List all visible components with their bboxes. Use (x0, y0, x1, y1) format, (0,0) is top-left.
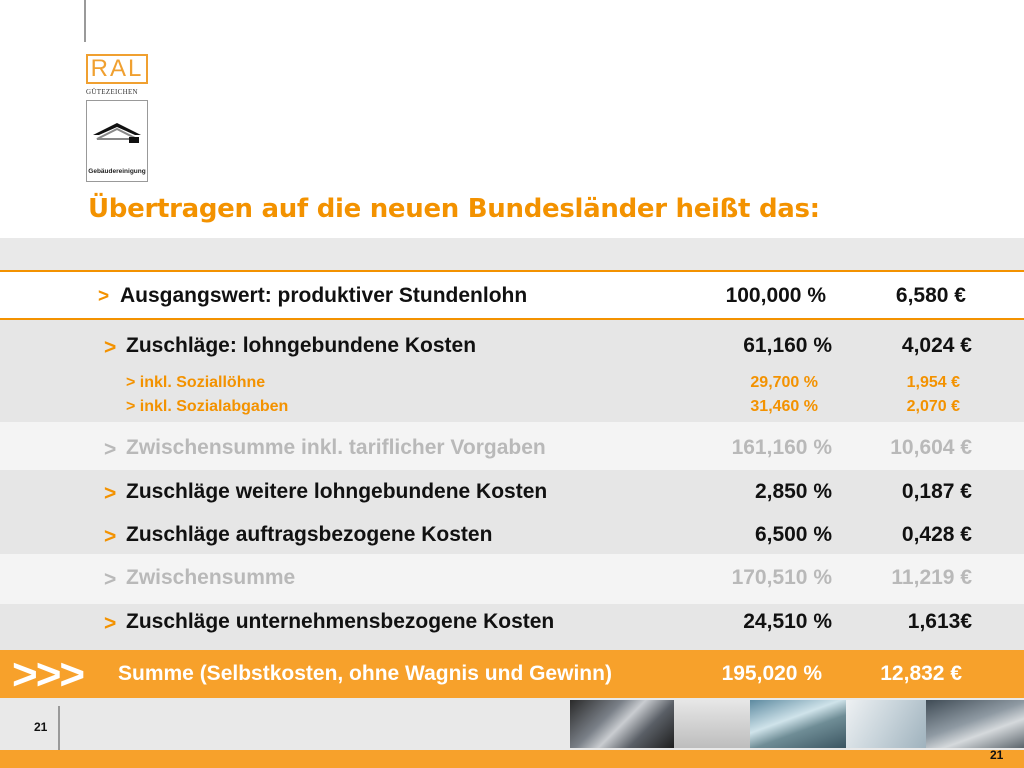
photo-glass-building (750, 700, 846, 748)
row-percent: 161,160 % (731, 436, 832, 459)
page-title: Übertragen auf die neuen Bundesländer he… (88, 194, 820, 224)
table-row-subtotal: > Zwischensumme inkl. tariflicher Vorgab… (0, 436, 1024, 472)
band-row-3 (0, 422, 1024, 470)
subrow-euro: 1,954 € (906, 374, 960, 391)
row-label: Zuschläge: lohngebundene Kosten (126, 334, 477, 357)
total-arrows: >>> (12, 650, 85, 699)
subrow-label: > inkl. Sozialabgaben (126, 398, 289, 415)
subrow-euro: 2,070 € (906, 398, 960, 415)
ral-brand: RAL (86, 54, 148, 84)
row-arrow: > (104, 336, 117, 359)
band-row-6 (0, 604, 1024, 650)
accent-line-2 (0, 318, 1024, 320)
row-euro: 6,580 € (895, 284, 966, 307)
subrow-label: > inkl. Soziallöhne (126, 374, 266, 391)
roof-icon (93, 123, 141, 143)
row-percent: 100,000 % (725, 284, 826, 307)
photo-water (846, 700, 926, 748)
row-arrow: > (104, 568, 117, 591)
table-row-subtotal: > Zwischensumme 170,510 % 11,219 € (0, 566, 1024, 602)
photo-strip (570, 700, 1024, 748)
subrow-percent: 29,700 % (750, 374, 818, 391)
row-label: Zwischensumme inkl. tariflicher Vorgaben (126, 436, 546, 459)
footer-divider (58, 706, 60, 768)
band-top (0, 238, 1024, 270)
row-label: Zwischensumme (126, 566, 296, 589)
logo-card: Gebäudereinigung (86, 100, 148, 182)
total-band: Summe (Selbstkosten, ohne Wagnis und Gew… (0, 650, 1024, 698)
accent-line-1 (0, 270, 1024, 272)
band-row-2 (0, 320, 1024, 422)
row-arrow: > (104, 438, 117, 461)
row-euro: 0,428 € (901, 523, 972, 546)
row-percent: 2,850 % (754, 480, 832, 503)
table-subrow: > inkl. Soziallöhne 29,700 % 1,954 € (0, 374, 1024, 394)
total-percent: 195,020 % (721, 662, 822, 685)
row-euro: 10,604 € (890, 436, 972, 459)
ral-subtitle: GÜTEZEICHEN (86, 88, 138, 96)
table-row: > Zuschläge weitere lohngebundene Kosten… (0, 480, 1024, 516)
row-arrow: > (98, 286, 110, 307)
top-divider (84, 0, 86, 42)
table-row: > Ausgangswert: produktiver Stundenlohn … (0, 284, 1024, 320)
subrow-percent: 31,460 % (750, 398, 818, 415)
row-percent: 6,500 % (754, 523, 832, 546)
footer-strip (0, 750, 1024, 768)
table-subrow: > inkl. Sozialabgaben 31,460 % 2,070 € (0, 398, 1024, 418)
row-percent: 61,160 % (743, 334, 832, 357)
table-row: > Zuschläge auftragsbezogene Kosten 6,50… (0, 523, 1024, 559)
photo-pipe (570, 700, 674, 748)
logo-card-label: Gebäudereinigung (88, 168, 146, 175)
total-label: Summe (Selbstkosten, ohne Wagnis und Gew… (118, 662, 612, 685)
photo-facade (926, 700, 1024, 748)
page-number-right: 21 (990, 748, 1004, 762)
photo-blank (674, 700, 750, 748)
row-arrow: > (104, 525, 117, 548)
row-euro: 1,613€ (907, 610, 972, 633)
row-label: Zuschläge auftragsbezogene Kosten (126, 523, 493, 546)
band-row-5 (0, 554, 1024, 604)
ral-logo: RAL GÜTEZEICHEN Gebäudereinigung (86, 54, 150, 182)
row-label: Zuschläge unternehmensbezogene Kosten (126, 610, 555, 633)
row-euro: 0,187 € (901, 480, 972, 503)
row-arrow: > (104, 612, 117, 635)
row-euro: 4,024 € (901, 334, 972, 357)
row-percent: 170,510 % (731, 566, 832, 589)
band-row-4 (0, 470, 1024, 554)
row-label: Zuschläge weitere lohngebundene Kosten (126, 480, 548, 503)
total-euro: 12,832 € (880, 662, 962, 685)
band-row-1 (0, 272, 1024, 318)
row-euro: 11,219 € (891, 566, 972, 589)
row-percent: 24,510 % (743, 610, 832, 633)
page-number-left: 21 (34, 720, 48, 734)
row-label: Ausgangswert: produktiver Stundenlohn (120, 284, 528, 307)
table-row: > Zuschläge: lohngebundene Kosten 61,160… (0, 334, 1024, 370)
row-arrow: > (104, 482, 117, 505)
table-row-total: Summe (Selbstkosten, ohne Wagnis und Gew… (0, 662, 1024, 698)
table-row: > Zuschläge unternehmensbezogene Kosten … (0, 610, 1024, 646)
